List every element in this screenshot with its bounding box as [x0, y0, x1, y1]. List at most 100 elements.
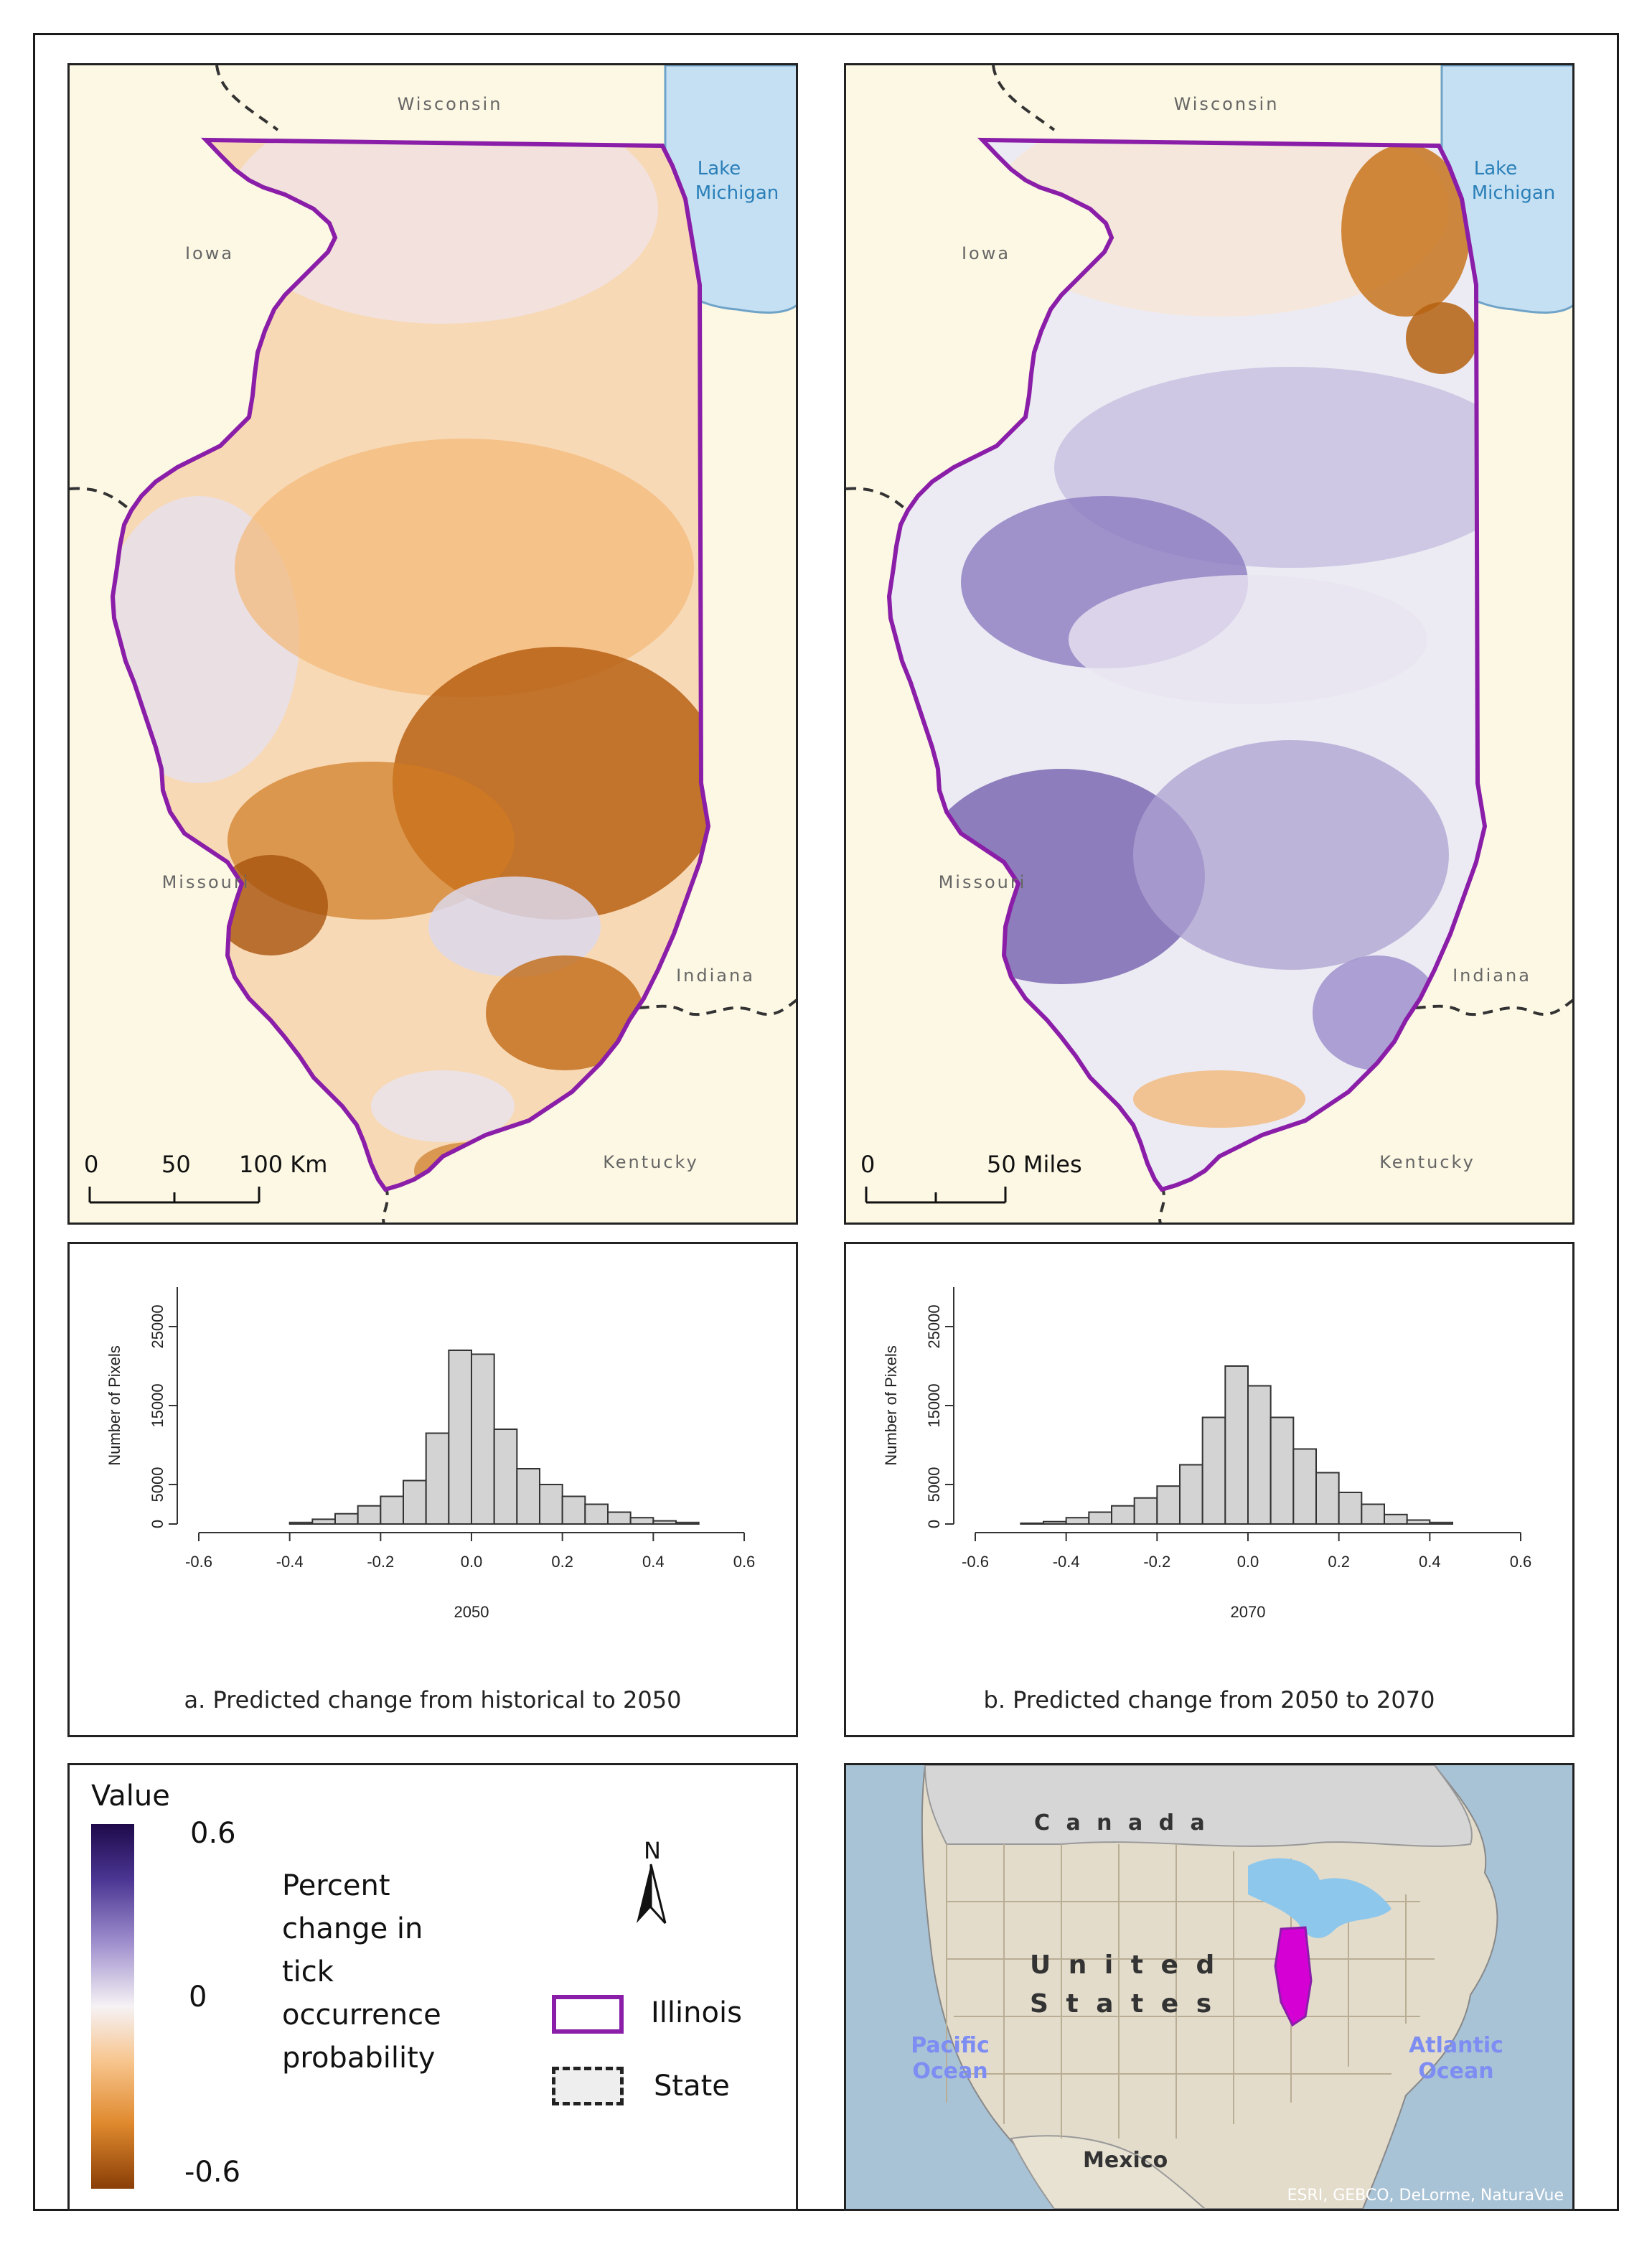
x-tick-label: -0.6 — [185, 1553, 212, 1571]
scalebar-miles — [865, 1187, 1007, 1204]
histogram-bar — [1088, 1511, 1113, 1525]
label-states: S t a t e s — [1030, 1989, 1216, 2019]
y-tick-label: 5000 — [149, 1467, 166, 1502]
x-tick-label: -0.4 — [1053, 1553, 1080, 1571]
great-lakes — [1248, 1858, 1391, 1938]
histogram-bar — [1133, 1497, 1158, 1525]
x-tick-label: -0.2 — [367, 1553, 394, 1571]
y-tick-label: 15000 — [149, 1383, 166, 1427]
map-2050-canvas: Wisconsin Iowa Missouri Indiana Kentucky… — [70, 65, 796, 1222]
histogram-bar — [539, 1484, 563, 1525]
label-lake: Lake — [698, 158, 741, 179]
histogram-bar — [380, 1495, 405, 1525]
y-axis-label: Number of Pixels — [882, 1345, 900, 1466]
histogram-bar — [1384, 1513, 1408, 1525]
x-tick-label: -0.4 — [276, 1553, 304, 1571]
histogram-bar — [652, 1520, 677, 1525]
map-panel-2070: Wisconsin Iowa Missouri Indiana Kentucky… — [844, 63, 1574, 1225]
figure-frame — [33, 33, 1619, 2211]
map-2070-canvas: Wisconsin Iowa Missouri Indiana Kentucky… — [846, 65, 1572, 1222]
histogram-bar — [288, 1521, 314, 1525]
scalebar-tick: 100 Km — [239, 1151, 327, 1178]
label-atlantic: Atlantic — [1409, 2033, 1503, 2058]
y-tick-label: 0 — [149, 1520, 166, 1528]
histogram-bar — [334, 1513, 359, 1525]
histogram-bar — [675, 1521, 700, 1525]
histogram-bar — [403, 1479, 427, 1525]
legend-desc-line: tick — [282, 1955, 334, 1988]
x-tick-label: -0.6 — [962, 1553, 989, 1571]
label-lake: Lake — [1474, 158, 1518, 179]
histogram-bar — [1020, 1522, 1044, 1525]
y-tick-label: 5000 — [925, 1467, 943, 1502]
y-tick-label: 25000 — [925, 1304, 943, 1348]
histogram-2050: -0.6 -0.4 -0.2 0.0 0.2 0.4 0.6 0 5000 15000 25000 2… — [105, 1287, 755, 1621]
label-indiana: Indiana — [676, 966, 755, 986]
x-axis-label: 2070 — [1231, 1603, 1266, 1621]
histogram-bar — [448, 1350, 472, 1525]
histogram-bar — [584, 1503, 609, 1525]
legend-desc-line: Percent — [282, 1869, 390, 1902]
north-arrow-icon — [637, 1864, 667, 1925]
legend-illinois: Illinois — [651, 1996, 742, 2029]
label-united: U n i t e d — [1030, 1950, 1219, 1980]
histogram-bar — [1338, 1492, 1363, 1525]
label-iowa: Iowa — [962, 243, 1010, 263]
scalebar-tick: 50 — [161, 1151, 191, 1178]
x-tick-label: 0.4 — [1419, 1553, 1441, 1571]
histogram-bar — [1111, 1505, 1135, 1525]
label-michigan: Michigan — [695, 182, 779, 204]
map-panel-2050: Wisconsin Iowa Missouri Indiana Kentucky… — [67, 63, 798, 1225]
scalebar-tick: 0 — [84, 1151, 98, 1178]
state-symbol — [552, 2067, 624, 2105]
histogram-bar — [1201, 1416, 1226, 1525]
histogram-bar — [1247, 1385, 1272, 1525]
label-wisconsin: Wisconsin — [398, 94, 503, 114]
legend-mid: 0 — [189, 1981, 207, 2014]
label-canada: C a n a d a — [1034, 1810, 1209, 1836]
label-kentucky: Kentucky — [1379, 1152, 1475, 1172]
label-mexico: Mexico — [1083, 2148, 1168, 2173]
illinois-boundary — [110, 137, 711, 1192]
inset-credit: ESRI, GEBCO, DeLorme, NaturaVue — [1287, 2187, 1564, 2205]
histogram-bar — [1179, 1464, 1203, 1525]
label-pacific-ocean: Ocean — [912, 2059, 987, 2084]
color-ramp — [91, 1824, 134, 2189]
histogram-bar — [1292, 1448, 1317, 1525]
legend-max: 0.6 — [190, 1817, 236, 1850]
histogram-panel-2050: -0.6 -0.4 -0.2 0.0 0.2 0.4 0.6 0 5000 15000 25000 2… — [67, 1242, 798, 1737]
histogram-bar — [516, 1468, 540, 1525]
x-tick-label: 0.4 — [642, 1553, 665, 1571]
histogram-bar — [1043, 1520, 1067, 1525]
caption-a: a. Predicted change from historical to 2… — [184, 1686, 682, 1714]
histogram-bar — [1361, 1503, 1385, 1525]
legend-desc-line: probability — [282, 2042, 436, 2075]
x-tick-label: 0.6 — [1510, 1553, 1532, 1571]
histogram-bar — [471, 1353, 495, 1525]
histogram-bar — [607, 1511, 632, 1525]
y-tick-label: 0 — [925, 1520, 943, 1528]
scalebar-tick: 0 — [860, 1151, 875, 1178]
histogram-bar — [311, 1518, 337, 1525]
histogram-bar — [1269, 1416, 1295, 1525]
x-tick-label: -0.2 — [1143, 1553, 1170, 1571]
legend-description: Percent change in tick occurrence probab… — [282, 1864, 441, 2080]
y-tick-label: 15000 — [925, 1383, 943, 1427]
histogram-bar — [1065, 1517, 1090, 1525]
label-pacific: Pacific — [911, 2033, 990, 2058]
scalebar-km — [88, 1187, 261, 1204]
label-missouri: Missouri — [162, 872, 250, 892]
y-tick-label: 25000 — [149, 1304, 166, 1348]
label-iowa: Iowa — [185, 243, 234, 263]
label-missouri: Missouri — [939, 872, 1027, 892]
x-tick-label: 0.0 — [461, 1553, 483, 1571]
inset-map: C a n a d a U n i t e d S t a t e s Mexi… — [846, 1765, 1572, 2209]
histogram-bar — [629, 1517, 654, 1525]
north-label: N — [644, 1837, 661, 1864]
legend-desc-line: occurrence — [282, 1998, 441, 2032]
histogram-bar — [561, 1495, 586, 1525]
scalebar-tick: 50 Miles — [987, 1151, 1082, 1178]
x-tick-label: 0.2 — [1328, 1553, 1350, 1571]
illinois-highlight — [1274, 1926, 1313, 2027]
histogram-bar — [425, 1432, 450, 1525]
